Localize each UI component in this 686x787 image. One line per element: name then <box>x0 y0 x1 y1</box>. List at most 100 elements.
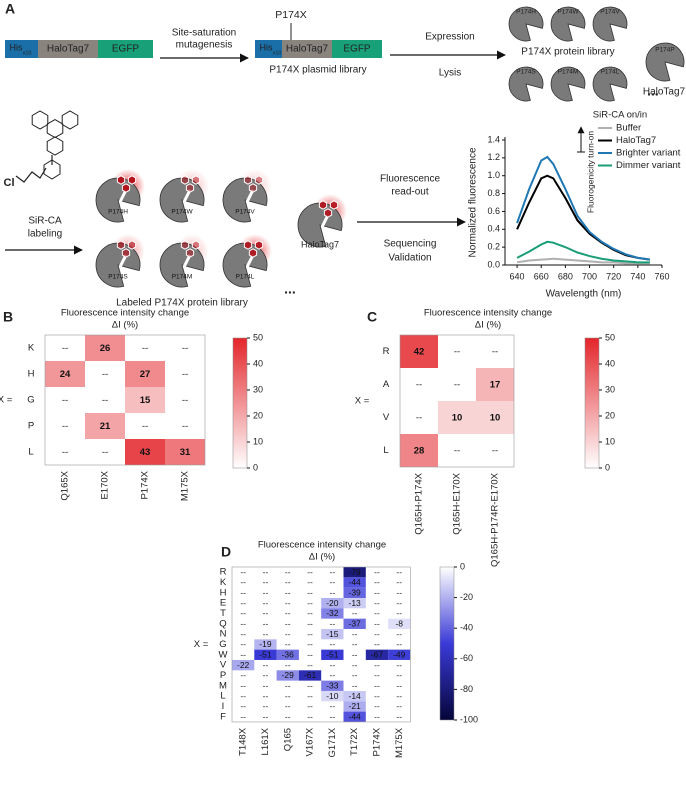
empty-cell: -- <box>263 567 269 577</box>
empty-cell: -- <box>307 619 313 629</box>
heatmap-cell <box>343 567 366 578</box>
series-line <box>516 257 650 265</box>
cell-value: -39 <box>349 588 362 598</box>
his-tag: His <box>260 42 273 52</box>
series-line <box>516 240 650 264</box>
row-label: V <box>383 412 390 423</box>
empty-cell: -- <box>182 421 188 432</box>
cell-value: 28 <box>414 446 425 457</box>
empty-cell: -- <box>374 567 380 577</box>
empty-cell: -- <box>396 701 402 711</box>
cell-value: 26 <box>100 343 111 354</box>
empty-cell: -- <box>263 588 269 598</box>
heatmap-cell <box>365 649 389 660</box>
empty-cell: -- <box>374 629 380 639</box>
heatmap-cell <box>254 639 277 650</box>
empty-cell: -- <box>330 588 336 598</box>
empty-cell: -- <box>263 701 269 711</box>
heatmap-cell <box>476 368 514 401</box>
cell-value: 15 <box>140 395 151 406</box>
construct-domain <box>38 40 98 58</box>
cell-value: -15 <box>326 629 339 639</box>
column-label: E170X <box>100 470 111 499</box>
probe-ring <box>127 175 137 185</box>
column-label: Q165H-P174X <box>414 472 425 534</box>
column-label: T172X <box>349 727 360 756</box>
empty-cell: -- <box>330 660 336 670</box>
legend-label: Brighter variant <box>616 148 681 159</box>
empty-cell: -- <box>263 670 269 680</box>
empty-cell: -- <box>396 608 402 618</box>
empty-cell: -- <box>454 446 460 457</box>
empty-cell: -- <box>240 701 246 711</box>
empty-cell: -- <box>263 619 269 629</box>
label: read-out <box>391 187 428 198</box>
colorbar <box>584 337 600 469</box>
cell-value: -67 <box>371 650 384 660</box>
empty-cell: -- <box>240 712 246 722</box>
cell-value: 31 <box>180 447 191 458</box>
empty-cell: -- <box>263 660 269 670</box>
sir-ca-ring <box>46 136 64 156</box>
row-label: A <box>383 379 390 390</box>
y-tick-label: 0.2 <box>487 242 500 252</box>
probe-ring <box>243 240 253 250</box>
column-label: V167X <box>305 727 316 756</box>
row-axis-label: X = <box>194 639 209 650</box>
cell-value: -13 <box>349 598 362 608</box>
column-label: P174X <box>371 727 382 756</box>
construct-domain <box>282 40 332 58</box>
row-label: P <box>220 670 226 681</box>
probe-ring <box>116 175 126 185</box>
empty-cell: -- <box>240 608 246 618</box>
colorbar-tick-label: 0 <box>605 462 610 472</box>
empty-cell: -- <box>396 567 402 577</box>
label: HaloTag7 <box>301 239 339 249</box>
empty-cell: -- <box>374 639 380 649</box>
cell-value: -44 <box>349 577 362 587</box>
x-tick-label: 660 <box>534 271 549 281</box>
cell-value: 42 <box>414 347 425 358</box>
empty-cell: -- <box>374 619 380 629</box>
empty-cell: -- <box>307 639 313 649</box>
empty-cell: -- <box>102 369 108 380</box>
cell-value: -49 <box>393 650 406 660</box>
sir-ca-ring <box>46 119 64 139</box>
empty-cell: -- <box>396 660 402 670</box>
colorbar-tick-label: 10 <box>605 436 615 446</box>
empty-cell: -- <box>374 577 380 587</box>
empty-cell: -- <box>142 343 148 354</box>
probe-ring <box>185 183 195 193</box>
heatmap-title: Fluorescence intensity change <box>258 540 386 551</box>
cell-value: -32 <box>326 608 339 618</box>
protein <box>592 6 628 42</box>
colorbar-tick-label: 30 <box>605 384 615 394</box>
heatmap-cell <box>400 434 438 467</box>
empty-cell: -- <box>307 681 313 691</box>
colorbar <box>439 566 455 721</box>
variant-label: P174H <box>108 209 128 216</box>
halotag-domain: HaloTag7 <box>47 44 90 55</box>
row-label: R <box>220 567 227 578</box>
construct-domain <box>98 40 153 58</box>
empty-cell: -- <box>352 670 358 680</box>
empty-cell: -- <box>263 577 269 587</box>
probe-ring <box>254 240 264 250</box>
column-label: M175X <box>394 727 405 758</box>
heatmap-cell <box>321 628 344 640</box>
heatmap-cell <box>343 701 366 712</box>
empty-cell: -- <box>102 395 108 406</box>
empty-cell: -- <box>396 598 402 608</box>
probe-ring <box>185 248 195 258</box>
y-axis-title: Normalized fluorescence <box>468 147 479 257</box>
row-label: P <box>28 421 34 432</box>
heatmap-subtitle: ΔI (%) <box>309 552 335 563</box>
probe-ring <box>248 248 258 258</box>
heatmap-cell <box>85 335 125 361</box>
row-label: K <box>220 577 227 588</box>
heatmap-cell <box>125 439 165 465</box>
empty-cell: -- <box>240 598 246 608</box>
empty-cell: -- <box>240 588 246 598</box>
